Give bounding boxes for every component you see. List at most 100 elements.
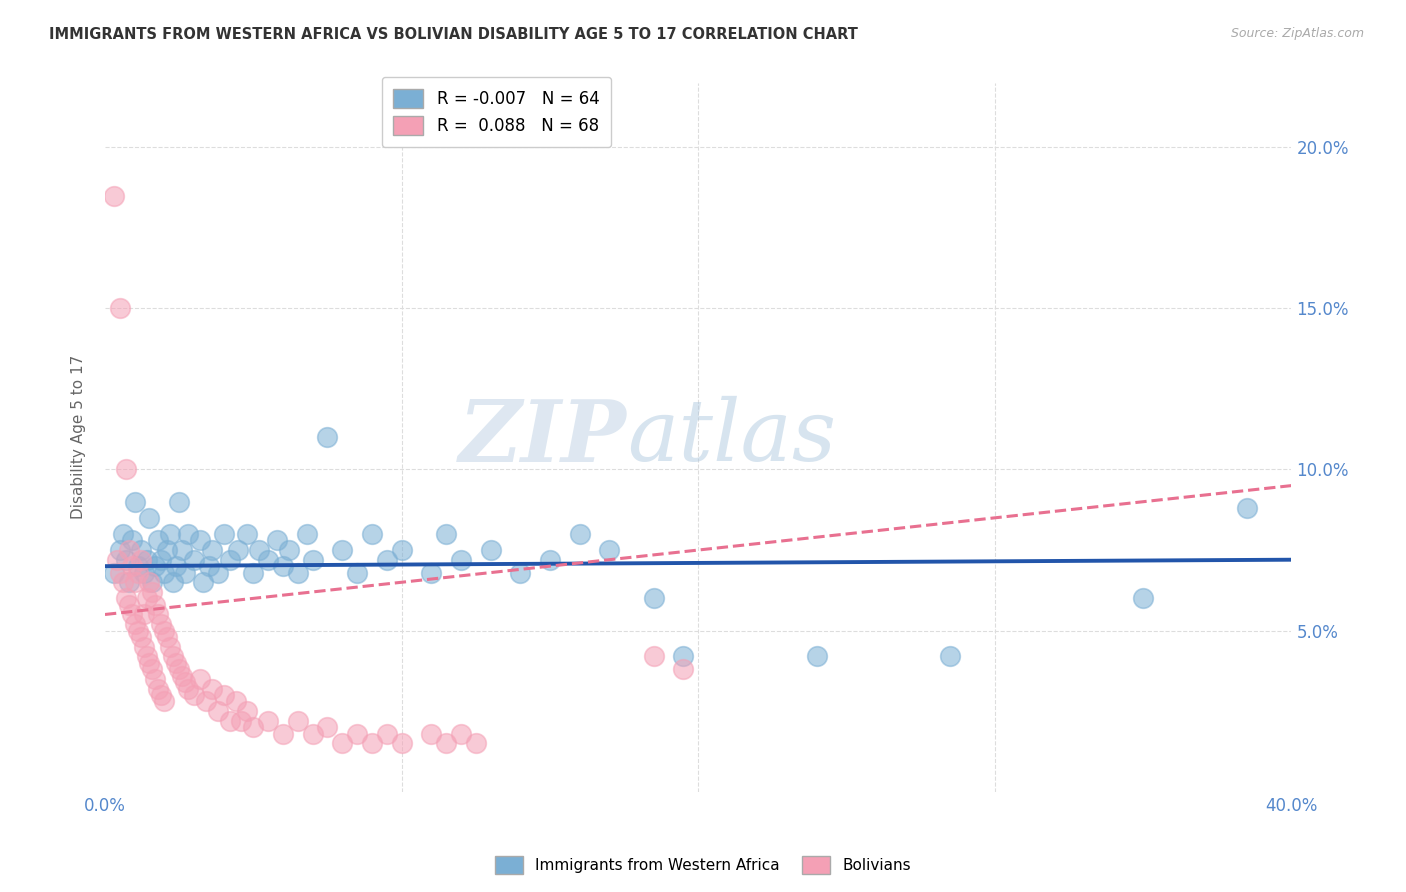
- Point: [301, 552, 323, 566]
- Point: [138, 575, 160, 590]
- Point: [643, 591, 665, 606]
- Point: [450, 727, 472, 741]
- Point: [939, 649, 962, 664]
- Point: [183, 552, 205, 566]
- Point: [108, 543, 131, 558]
- Point: [150, 688, 173, 702]
- Point: [242, 720, 264, 734]
- Point: [236, 704, 259, 718]
- Point: [162, 649, 184, 664]
- Point: [1132, 591, 1154, 606]
- Point: [167, 662, 190, 676]
- Point: [111, 575, 134, 590]
- Point: [420, 566, 443, 580]
- Point: [212, 527, 235, 541]
- Point: [172, 669, 194, 683]
- Point: [538, 552, 561, 566]
- Point: [127, 559, 149, 574]
- Point: [277, 543, 299, 558]
- Point: [271, 727, 294, 741]
- Point: [257, 714, 280, 728]
- Point: [271, 559, 294, 574]
- Point: [287, 566, 309, 580]
- Point: [177, 681, 200, 696]
- Point: [346, 727, 368, 741]
- Point: [218, 714, 240, 728]
- Point: [434, 736, 457, 750]
- Point: [114, 591, 136, 606]
- Point: [127, 624, 149, 638]
- Point: [212, 688, 235, 702]
- Point: [391, 736, 413, 750]
- Point: [316, 430, 339, 444]
- Point: [375, 727, 398, 741]
- Point: [114, 462, 136, 476]
- Point: [434, 527, 457, 541]
- Point: [479, 543, 502, 558]
- Point: [1236, 501, 1258, 516]
- Point: [132, 566, 155, 580]
- Point: [124, 617, 146, 632]
- Point: [172, 543, 194, 558]
- Point: [643, 649, 665, 664]
- Point: [145, 598, 167, 612]
- Point: [301, 727, 323, 741]
- Point: [330, 736, 353, 750]
- Point: [150, 617, 173, 632]
- Point: [266, 533, 288, 548]
- Point: [188, 533, 211, 548]
- Text: atlas: atlas: [627, 396, 837, 479]
- Point: [121, 559, 143, 574]
- Point: [162, 575, 184, 590]
- Point: [124, 575, 146, 590]
- Point: [207, 566, 229, 580]
- Point: [174, 566, 197, 580]
- Point: [287, 714, 309, 728]
- Point: [141, 575, 163, 590]
- Point: [191, 575, 214, 590]
- Point: [228, 543, 250, 558]
- Point: [198, 559, 221, 574]
- Point: [127, 566, 149, 580]
- Point: [129, 543, 152, 558]
- Point: [121, 607, 143, 622]
- Point: [224, 694, 246, 708]
- Point: [188, 672, 211, 686]
- Point: [138, 656, 160, 670]
- Point: [231, 714, 253, 728]
- Point: [153, 624, 176, 638]
- Point: [118, 543, 141, 558]
- Point: [242, 566, 264, 580]
- Point: [159, 527, 181, 541]
- Point: [330, 543, 353, 558]
- Point: [148, 681, 170, 696]
- Point: [295, 527, 318, 541]
- Point: [420, 727, 443, 741]
- Point: [141, 585, 163, 599]
- Point: [150, 552, 173, 566]
- Point: [135, 552, 157, 566]
- Point: [156, 630, 179, 644]
- Point: [598, 543, 620, 558]
- Point: [361, 736, 384, 750]
- Point: [156, 543, 179, 558]
- Point: [806, 649, 828, 664]
- Text: Source: ZipAtlas.com: Source: ZipAtlas.com: [1230, 27, 1364, 40]
- Point: [207, 704, 229, 718]
- Point: [135, 649, 157, 664]
- Point: [141, 662, 163, 676]
- Point: [129, 630, 152, 644]
- Point: [450, 552, 472, 566]
- Point: [316, 720, 339, 734]
- Point: [103, 188, 125, 202]
- Point: [391, 543, 413, 558]
- Point: [108, 301, 131, 316]
- Point: [138, 511, 160, 525]
- Point: [118, 598, 141, 612]
- Legend: R = -0.007   N = 64, R =  0.088   N = 68: R = -0.007 N = 64, R = 0.088 N = 68: [382, 77, 612, 147]
- Point: [165, 559, 187, 574]
- Point: [132, 607, 155, 622]
- Point: [121, 533, 143, 548]
- Point: [183, 688, 205, 702]
- Point: [114, 552, 136, 566]
